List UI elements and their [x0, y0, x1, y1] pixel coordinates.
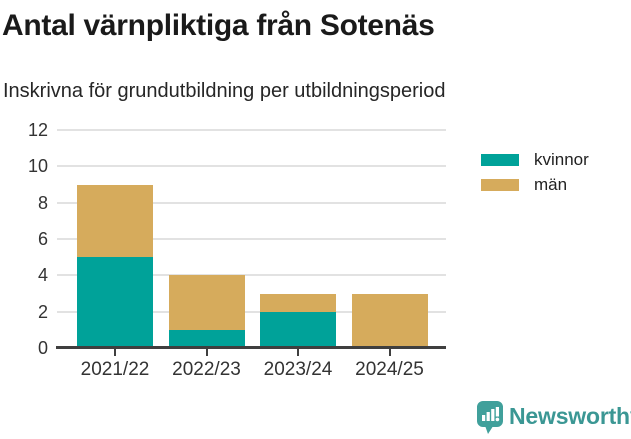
y-axis-label: 2 — [37, 301, 48, 322]
chart-subtitle: Inskrivna för grundutbildning per utbild… — [3, 80, 446, 102]
x-tick-mark — [388, 349, 391, 356]
y-axis-label: 0 — [37, 338, 48, 358]
bar-segment-män — [77, 184, 153, 258]
bar-segment-kvinnor — [260, 311, 336, 348]
legend-swatch — [481, 153, 519, 166]
x-tick-mark — [114, 349, 116, 356]
brand-footer: Newsworthy — [477, 401, 631, 434]
chart-title: Antal värnpliktiga från Sotenäs — [2, 9, 435, 42]
x-tick-mark — [205, 349, 208, 356]
y-axis-label: 10 — [27, 156, 48, 177]
y-axis-label: 4 — [37, 265, 48, 286]
x-axis-label: 2022/23 — [172, 359, 241, 380]
bar-segment-män — [260, 293, 336, 312]
legend-swatch — [481, 178, 519, 191]
bar-segment-kvinnor — [168, 329, 245, 348]
gridline — [57, 310, 446, 313]
y-axis-label: 8 — [37, 192, 48, 213]
x-axis-line — [56, 346, 446, 349]
bar-segment-män — [351, 293, 428, 348]
gridline — [57, 274, 446, 277]
legend-item-kvinnor: kvinnor — [481, 147, 589, 172]
x-axis-label: 2024/25 — [355, 359, 424, 380]
bar-segment-män — [168, 275, 245, 330]
legend-label: kvinnor — [534, 149, 589, 169]
x-tick-mark — [297, 349, 299, 356]
gridline — [57, 238, 446, 240]
legend: kvinnor män — [481, 147, 589, 197]
gridline — [57, 165, 446, 168]
brand-name: Newsworthy — [509, 403, 631, 429]
newsworthy-logo-icon — [477, 401, 503, 434]
y-axis-label: 6 — [37, 229, 48, 249]
legend-label: män — [534, 174, 568, 194]
gridline — [57, 129, 446, 131]
x-axis-label: 2021/22 — [80, 359, 150, 380]
bar-segment-kvinnor — [77, 257, 153, 348]
y-axis-label: 12 — [27, 120, 48, 140]
legend-item-män: män — [481, 172, 589, 197]
gridline — [57, 201, 446, 204]
x-axis-label: 2023/24 — [263, 359, 333, 380]
